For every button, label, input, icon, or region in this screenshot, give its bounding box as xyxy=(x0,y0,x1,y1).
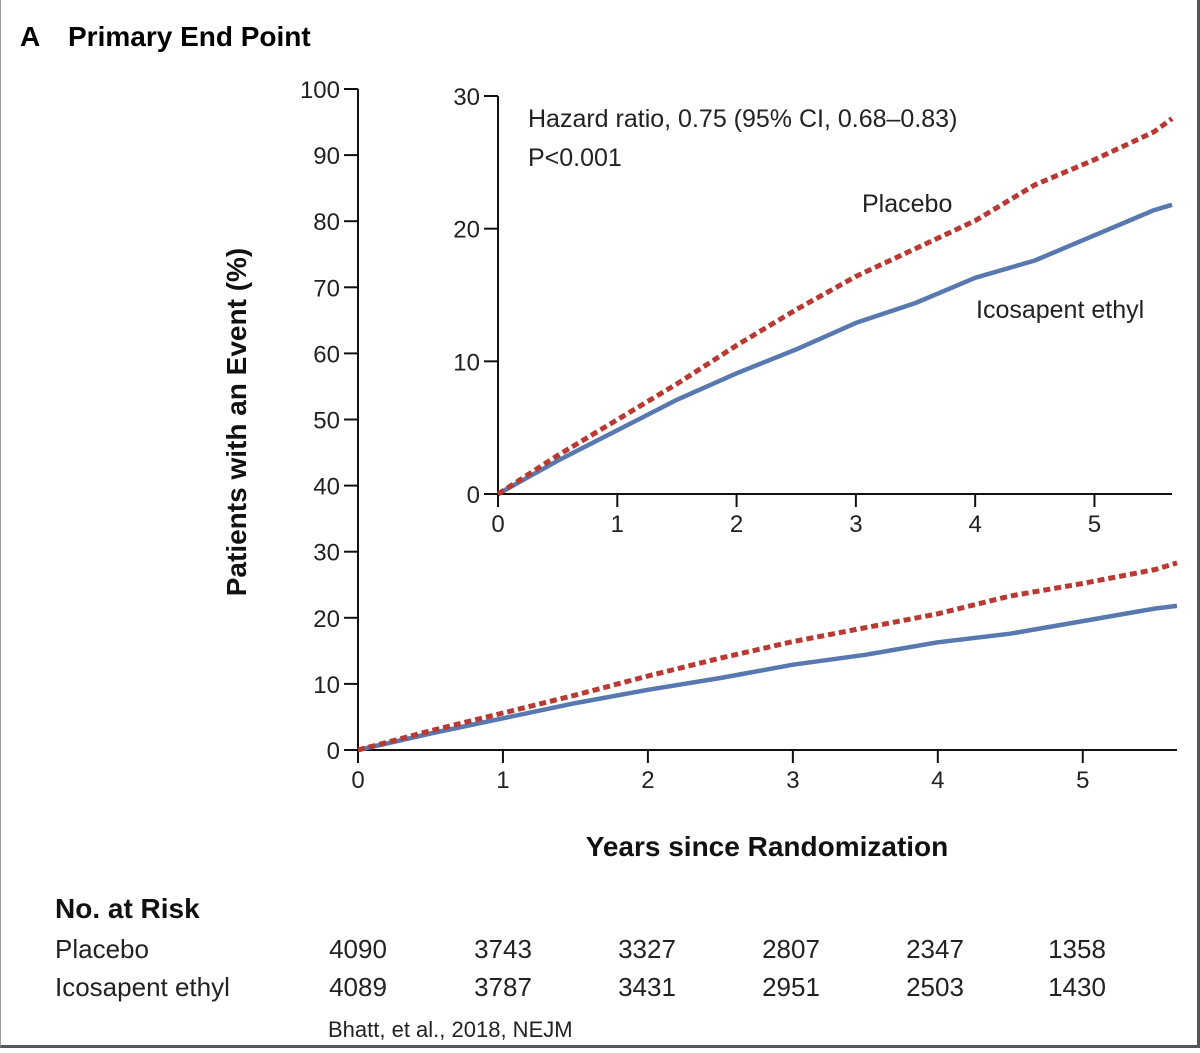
inset-x-tick-label: 4 xyxy=(968,511,981,538)
risk-cell: 4089 xyxy=(329,972,387,1002)
inset-y-tick-label: 30 xyxy=(453,84,480,111)
risk-cell: 3743 xyxy=(474,934,532,964)
x-axis-label: Years since Randomization xyxy=(586,831,949,862)
risk-cell: 1430 xyxy=(1048,972,1106,1002)
inset-x-tick-label: 1 xyxy=(611,511,624,538)
main-x-tick-label: 2 xyxy=(641,767,654,794)
main-x-tick-label: 1 xyxy=(496,767,509,794)
risk-table-title: No. at Risk xyxy=(55,893,200,924)
main-y-tick-label: 70 xyxy=(313,275,340,302)
inset-x-tick-label: 3 xyxy=(849,511,862,538)
risk-cell: 3327 xyxy=(618,934,676,964)
risk-cell: 2347 xyxy=(906,934,964,964)
risk-cell: 2951 xyxy=(762,972,820,1002)
risk-cell: 1358 xyxy=(1048,934,1106,964)
risk-row-label: Placebo xyxy=(55,934,149,964)
main-series-placebo xyxy=(357,560,1178,753)
panel-letter: A xyxy=(20,21,40,52)
main-x-tick-label: 5 xyxy=(1076,767,1089,794)
main-y-tick-label: 0 xyxy=(327,738,340,765)
inset-x-tick-label: 0 xyxy=(491,511,504,538)
risk-cell: 2807 xyxy=(762,934,820,964)
inset-y-tick-label: 10 xyxy=(453,349,480,376)
placebo-series-label: Placebo xyxy=(862,190,952,218)
panel-title: Primary End Point xyxy=(68,21,311,52)
p-value-annotation: P<0.001 xyxy=(528,144,622,172)
risk-cell: 3787 xyxy=(474,972,532,1002)
main-y-tick-label: 20 xyxy=(313,606,340,633)
inset-x-tick-label: 5 xyxy=(1088,511,1101,538)
inset-x-tick-label: 2 xyxy=(730,511,743,538)
inset-series xyxy=(496,116,1174,497)
main-y-tick-label: 30 xyxy=(313,540,340,567)
main-y-tick-label: 80 xyxy=(313,209,340,236)
icosapent-series-label: Icosapent ethyl xyxy=(976,296,1144,324)
main-x-tick-label: 0 xyxy=(351,767,364,794)
risk-table: No. at Risk Placebo 4090 3743 3327 2807 2347 1… xyxy=(55,893,1106,1002)
inset-series-icosapent-ethyl xyxy=(496,202,1173,496)
main-y-tick-label: 90 xyxy=(313,143,340,170)
y-axis-label: Patients with an Event (%) xyxy=(221,248,252,597)
main-series-icosapent-ethyl xyxy=(357,603,1178,753)
risk-row-label: Icosapent ethyl xyxy=(55,972,230,1002)
risk-cell: 4090 xyxy=(329,934,387,964)
risk-cell: 3431 xyxy=(618,972,676,1002)
inset-y-tick-label: 0 xyxy=(467,482,480,509)
main-y-tick-label: 10 xyxy=(313,672,340,699)
source-note: Bhatt, et al., 2018, NEJM xyxy=(328,1017,573,1042)
main-y-tick-label: 100 xyxy=(300,77,340,104)
inset-series-placebo xyxy=(496,116,1174,497)
main-x-tick-label: 4 xyxy=(931,767,944,794)
main-y-tick-label: 40 xyxy=(313,474,340,501)
main-y-tick-label: 50 xyxy=(313,408,340,435)
main-series xyxy=(357,560,1178,753)
inset-y-tick-label: 20 xyxy=(453,217,480,244)
inset-chart: 0 10 20 30 0 1 2 3 4 5 Hazard ratio, 0.75 (95% CI… xyxy=(453,84,1174,538)
main-y-tick-label: 60 xyxy=(313,341,340,368)
main-x-tick-label: 3 xyxy=(786,767,799,794)
risk-cell: 2503 xyxy=(906,972,964,1002)
inset-axes: 0 10 20 30 0 1 2 3 4 5 xyxy=(453,84,1172,538)
hazard-ratio-annotation: Hazard ratio, 0.75 (95% CI, 0.68–0.83) xyxy=(528,105,957,133)
